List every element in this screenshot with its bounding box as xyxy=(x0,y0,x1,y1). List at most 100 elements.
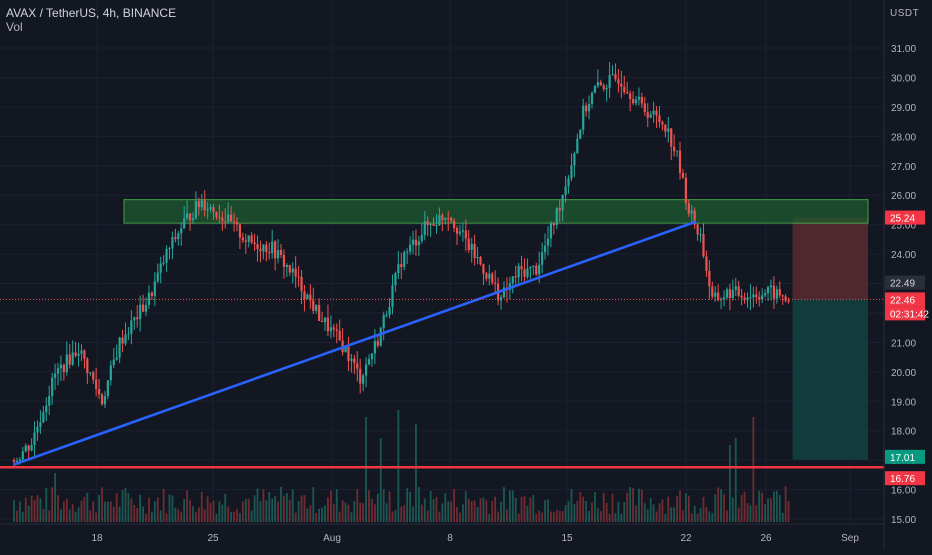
candle-body[interactable] xyxy=(86,358,89,374)
candle-body[interactable] xyxy=(772,285,776,299)
candle-body[interactable] xyxy=(33,432,36,445)
candle-body[interactable] xyxy=(186,213,189,219)
candle-body[interactable] xyxy=(191,218,195,221)
candle-body[interactable] xyxy=(693,210,696,225)
candle-body[interactable] xyxy=(139,304,142,320)
candle-body[interactable] xyxy=(450,218,453,221)
candle-body[interactable] xyxy=(675,150,679,152)
candle-body[interactable] xyxy=(649,114,652,118)
candle-body[interactable] xyxy=(781,295,784,297)
candle-body[interactable] xyxy=(634,99,638,104)
candle-body[interactable] xyxy=(758,297,761,300)
candle-body[interactable] xyxy=(221,217,224,222)
candle-body[interactable] xyxy=(640,96,643,104)
candle-body[interactable] xyxy=(655,110,658,116)
candle-body[interactable] xyxy=(658,115,661,122)
candle-body[interactable] xyxy=(197,201,200,208)
candle-body[interactable] xyxy=(136,317,139,320)
candle-body[interactable] xyxy=(488,273,491,279)
candle-body[interactable] xyxy=(646,112,649,118)
candle-body[interactable] xyxy=(285,264,288,267)
candle-body[interactable] xyxy=(177,233,180,240)
candle-body[interactable] xyxy=(320,320,324,322)
candle-body[interactable] xyxy=(561,194,564,211)
candle-body[interactable] xyxy=(473,243,476,259)
candle-body[interactable] xyxy=(53,373,57,378)
candle-body[interactable] xyxy=(297,276,300,278)
candle-body[interactable] xyxy=(294,268,297,277)
candle-body[interactable] xyxy=(558,208,561,211)
candle-body[interactable] xyxy=(97,389,101,395)
candle-body[interactable] xyxy=(408,244,412,252)
candle-body[interactable] xyxy=(271,241,274,254)
candle-body[interactable] xyxy=(279,250,283,255)
candle-body[interactable] xyxy=(722,297,726,300)
candle-body[interactable] xyxy=(596,82,599,87)
candle-body[interactable] xyxy=(312,300,315,311)
candle-body[interactable] xyxy=(83,350,86,359)
candle-body[interactable] xyxy=(18,459,21,461)
candle-body[interactable] xyxy=(690,210,693,214)
candle-body[interactable] xyxy=(291,268,294,273)
candle-body[interactable] xyxy=(749,297,752,299)
candle-body[interactable] xyxy=(332,327,335,330)
candle-body[interactable] xyxy=(153,281,156,296)
candle-body[interactable] xyxy=(180,228,183,234)
candle-body[interactable] xyxy=(423,221,426,235)
candle-body[interactable] xyxy=(511,276,514,284)
candle-body[interactable] xyxy=(300,276,303,292)
candle-body[interactable] xyxy=(453,220,456,229)
candle-body[interactable] xyxy=(743,297,746,301)
candle-body[interactable] xyxy=(546,238,550,246)
candle-body[interactable] xyxy=(775,289,778,299)
candle-body[interactable] xyxy=(262,244,265,252)
candle-body[interactable] xyxy=(576,138,579,154)
candle-body[interactable] xyxy=(364,364,368,376)
candle-body[interactable] xyxy=(611,74,614,76)
candle-body[interactable] xyxy=(599,82,602,86)
candle-body[interactable] xyxy=(379,328,382,346)
candle-body[interactable] xyxy=(687,203,690,214)
candle-body[interactable] xyxy=(147,292,151,305)
candle-body[interactable] xyxy=(353,358,356,364)
candle-body[interactable] xyxy=(250,235,253,243)
candle-body[interactable] xyxy=(350,358,353,361)
candle-body[interactable] xyxy=(359,368,362,384)
risk-zone[interactable] xyxy=(792,217,868,300)
candle-body[interactable] xyxy=(728,289,731,298)
candle-body[interactable] xyxy=(734,286,737,290)
candle-body[interactable] xyxy=(156,272,159,282)
candle-body[interactable] xyxy=(573,153,576,166)
candle-body[interactable] xyxy=(12,460,16,462)
candle-body[interactable] xyxy=(344,346,347,353)
candle-body[interactable] xyxy=(429,223,432,226)
candle-body[interactable] xyxy=(637,96,641,100)
candle-body[interactable] xyxy=(714,292,717,297)
candle-body[interactable] xyxy=(494,282,497,284)
candle-body[interactable] xyxy=(338,330,341,341)
candle-body[interactable] xyxy=(470,243,473,251)
candle-body[interactable] xyxy=(552,223,555,226)
candle-body[interactable] xyxy=(144,304,148,312)
candle-body[interactable] xyxy=(778,289,781,296)
candle-body[interactable] xyxy=(479,257,482,265)
candle-body[interactable] xyxy=(30,444,33,451)
candle-body[interactable] xyxy=(385,314,388,316)
candle-body[interactable] xyxy=(27,445,30,451)
candle-body[interactable] xyxy=(403,252,406,268)
candle-body[interactable] xyxy=(244,240,247,242)
candle-body[interactable] xyxy=(388,306,391,315)
candle-body[interactable] xyxy=(787,300,790,302)
candle-body[interactable] xyxy=(605,87,608,90)
candle-body[interactable] xyxy=(564,186,567,195)
candle-body[interactable] xyxy=(614,74,617,80)
candle-body[interactable] xyxy=(329,327,332,332)
candle-body[interactable] xyxy=(162,262,165,264)
candle-body[interactable] xyxy=(608,75,611,88)
candle-body[interactable] xyxy=(699,233,702,235)
candle-body[interactable] xyxy=(39,422,42,427)
candle-body[interactable] xyxy=(159,263,162,273)
candle-body[interactable] xyxy=(130,320,133,334)
candle-body[interactable] xyxy=(538,264,541,275)
candle-body[interactable] xyxy=(523,269,526,277)
